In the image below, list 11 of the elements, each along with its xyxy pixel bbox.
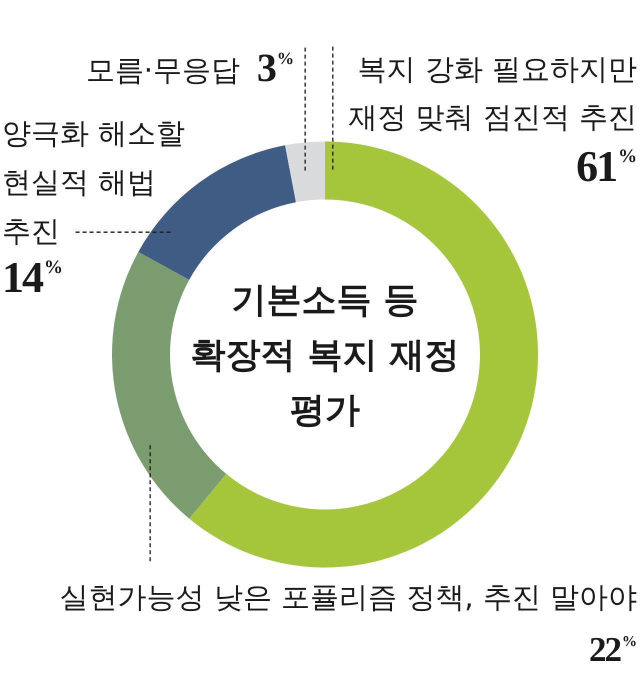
data-label: 61$^{%}$ [576, 142, 637, 191]
data-label: 22$^{%}$ [588, 630, 637, 669]
slice-label: 모름·무응답 [86, 53, 240, 87]
data-label: 14$^{%}$ [2, 253, 63, 302]
text: 기본소득 등 확장적 복지 재정 평가 [190, 280, 460, 430]
slice-label: 복지 강화 필요하지만 재정 맞춰 점진적 추진 [348, 52, 637, 134]
slice-label: 실현가능성 낮은 포퓰리즘 정책, 추진 말아야 [60, 580, 637, 614]
donut-slice [285, 142, 325, 202]
donut-slice [189, 142, 538, 568]
slice-label: 양극화 해소할 현실적 해법 추진 [2, 116, 186, 248]
data-label: 3$^{%}$ [256, 45, 294, 90]
